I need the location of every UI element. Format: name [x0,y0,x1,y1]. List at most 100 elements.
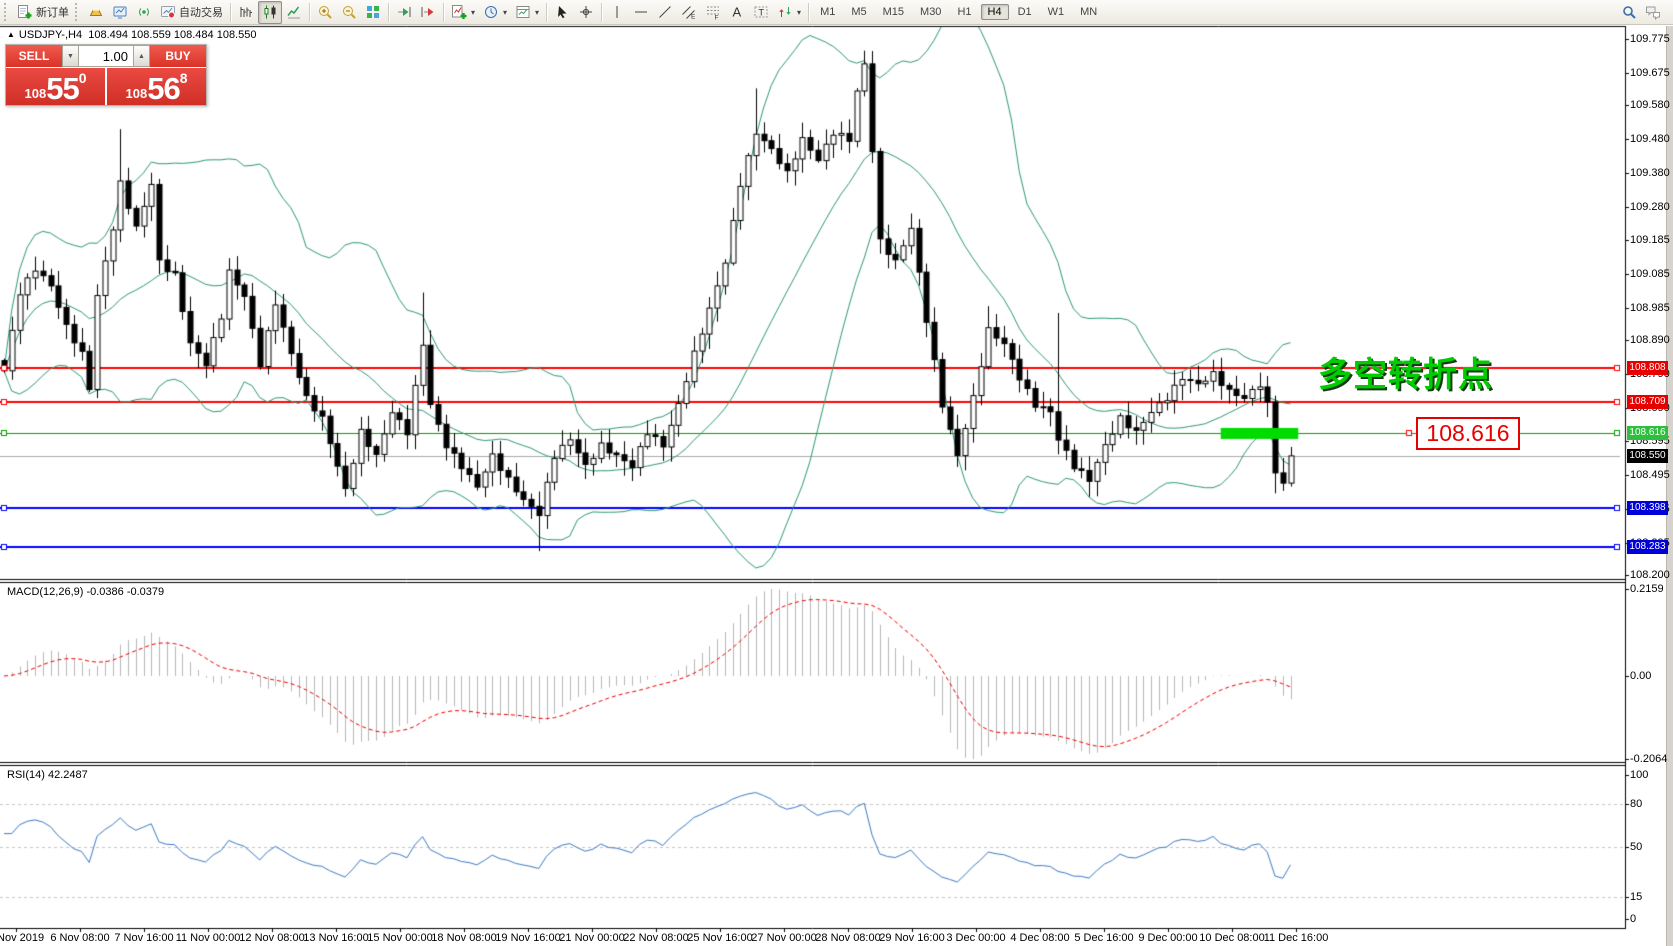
new-order-button[interactable]: 新订单 [13,1,73,24]
macd-tick-label: 0.2159 [1630,583,1664,595]
symbol-period: USDJPY-,H4 [18,29,83,41]
timeframe-h4-button[interactable]: H4 [980,4,1009,20]
sell-button[interactable]: SELL [6,45,62,67]
text-label-button[interactable]: T [749,1,773,24]
timeframe-d1-button[interactable]: D1 [1017,6,1032,18]
auto-scroll-button[interactable] [392,1,416,24]
text-button[interactable]: A [725,1,749,24]
timeframe-mn-button[interactable]: MN [1080,6,1098,18]
date-tick-label: 29 Nov 16:00 [879,932,945,944]
date-tick-label: 15 Nov 00:00 [367,932,433,944]
vertical-line-icon [609,4,625,20]
svg-text:T: T [759,8,765,18]
trend-line-button[interactable] [653,1,677,24]
date-tick-label: 5 Dec 16:00 [1074,932,1134,944]
date-tick-label: 10 Dec 08:00 [1199,932,1265,944]
periods-icon [483,4,499,20]
bar-chart-icon [238,4,254,20]
timeframe-m1-button[interactable]: M1 [820,6,836,18]
line-chart-button[interactable] [282,1,306,24]
timeframe-m30-button[interactable]: M30 [920,6,942,18]
arrows-button[interactable]: ▾ [773,1,805,24]
toolbar-separator [808,2,810,22]
crosshair-icon [578,4,594,20]
candlestick-chart-button[interactable] [258,0,282,24]
date-tick-label: 13 Nov 16:00 [303,932,369,944]
cursor-button[interactable] [550,1,574,24]
price-level-badge: 108.808 [1627,361,1668,375]
buy-price-display[interactable]: 108 56 8 [107,68,206,105]
cursor-icon [554,4,570,20]
date-tick-label: 4 Dec 08:00 [1010,932,1070,944]
volume-increase-button[interactable]: ▲ [133,45,150,67]
gold-bar-button[interactable] [84,1,108,24]
price-tick-label: 108.985 [1630,302,1670,314]
vertical-line-button[interactable] [605,1,629,24]
ohlc-close: 108.550 [216,29,257,41]
price-tick-label: 109.280 [1630,201,1670,213]
timeframe-h1-button[interactable]: H1 [957,6,972,18]
zoom-in-button[interactable] [313,1,337,24]
timeframe-m5-button[interactable]: M5 [851,6,867,18]
volume-decrease-button[interactable]: ▼ [62,45,79,67]
toolbar-separator [443,2,444,22]
equidistant-channel-icon: E [681,4,697,20]
search-button[interactable] [1617,1,1641,24]
timeframe-w1-button[interactable]: W1 [1047,6,1065,18]
indicators-button[interactable]: ▾ [447,1,479,24]
gold-bar-icon [88,4,104,20]
macd-indicator-label: MACD(12,26,9) -0.0386 -0.0379 [7,586,165,598]
signals-icon [136,4,152,20]
price-tick-label: 109.185 [1630,234,1670,246]
chevron-down-icon: ▾ [503,7,508,17]
date-tick-label: 3 Dec 00:00 [946,932,1006,944]
fibonacci-icon: F [705,4,721,20]
tile-windows-button[interactable] [361,1,385,24]
date-tick-label: 9 Dec 00:00 [1138,932,1198,944]
price-level-badge: 108.616 [1627,426,1668,440]
buy-price-prefix: 108 [125,86,148,101]
price-tick-label: 109.675 [1630,67,1670,79]
chart-shift-icon [420,4,436,20]
signals-button[interactable] [132,1,156,24]
chevron-down-icon: ▾ [535,7,540,17]
date-tick-label: 22 Nov 08:00 [623,932,689,944]
rsi-indicator-label: RSI(14) 42.2487 [7,769,88,781]
toolbar-separator [309,2,310,22]
buy-price-big: 56 [147,71,180,106]
chevron-down-icon: ▾ [797,7,802,17]
crosshair-button[interactable] [574,1,598,24]
buy-button[interactable]: BUY [150,45,206,67]
date-tick-label: 11 Nov 00:00 [175,932,241,944]
timeframe-m15-button[interactable]: M15 [882,6,905,18]
chat-button[interactable] [1641,1,1665,24]
volume-input[interactable] [79,45,133,67]
chart-shift-button[interactable] [416,1,440,24]
ohlc-low: 108.484 [173,29,214,41]
auto-trading-button[interactable]: 自动交易 [156,1,227,24]
price-tick-label: 109.380 [1630,167,1670,179]
zoom-out-icon [341,4,357,20]
zoom-out-button[interactable] [337,1,361,24]
chat-icon [1645,4,1661,20]
date-tick-label: 12 Nov 08:00 [239,932,305,944]
templates-button[interactable]: ▾ [511,1,543,24]
bar-chart-button[interactable] [234,1,258,24]
collapse-icon[interactable]: ▲ [7,30,15,39]
market-watch-button[interactable] [108,1,132,24]
price-tick-label: 108.200 [1630,569,1670,581]
equidistant-channel-button[interactable]: E [677,1,701,24]
fibonacci-button[interactable]: F [701,1,725,24]
horizontal-line-button[interactable] [629,1,653,24]
zoom-in-icon [317,4,333,20]
rsi-tick-label: 0 [1630,913,1637,925]
new-order-label: 新订单 [36,7,69,19]
turning-point-annotation: 多空转折点 [1318,356,1493,394]
periods-button[interactable]: ▾ [479,1,511,24]
sell-price-display[interactable]: 108 55 0 [6,68,105,105]
ohlc-high: 108.559 [131,29,171,41]
svg-text:F: F [715,15,719,21]
macd-tick-label: 0.00 [1630,670,1652,682]
